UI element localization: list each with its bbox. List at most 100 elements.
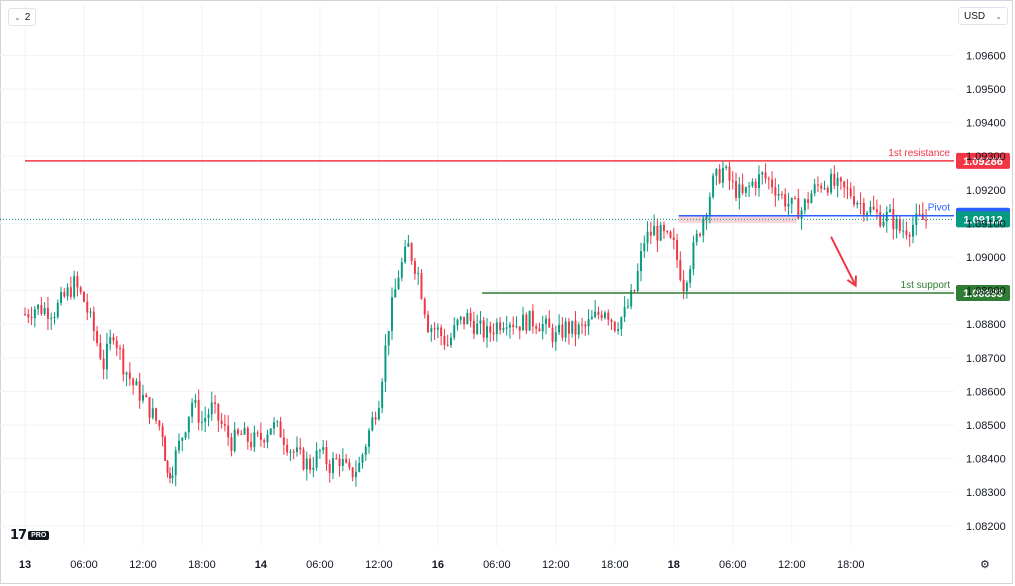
candle-body [463, 316, 466, 325]
candle-body [24, 314, 26, 316]
candle-body [169, 472, 171, 479]
candle-body [640, 251, 642, 272]
candle-body [757, 174, 760, 189]
candle-body [492, 332, 495, 335]
candle-body [322, 447, 325, 451]
candle-body [89, 311, 92, 313]
tradingview-logo[interactable]: 17 PRO [10, 527, 50, 543]
x-tick-label: 14 [255, 559, 268, 571]
candle-body [866, 212, 869, 216]
candle-body [43, 307, 46, 314]
candle-body [377, 408, 380, 420]
interval-toggle-label: 2 [24, 11, 31, 23]
x-tick-label: 12:00 [129, 559, 157, 571]
candle-body [692, 242, 695, 270]
chevron-down-icon: ⌄ [995, 11, 1002, 21]
candle-body [69, 287, 72, 297]
candle-body [911, 224, 914, 237]
gear-icon[interactable]: ⚙ [980, 559, 990, 571]
candle-body [551, 327, 554, 342]
y-tick-label: 1.09500 [966, 84, 1006, 96]
candle-body [695, 233, 698, 243]
y-tick-label: 1.09600 [966, 50, 1006, 62]
candle-body [210, 402, 213, 415]
candle-body [623, 307, 626, 318]
candle-body [335, 458, 338, 460]
tv-logo-icon: 17 [10, 527, 27, 543]
x-tick-label: 18:00 [837, 559, 865, 571]
candle-body [574, 320, 577, 335]
candle-body [115, 340, 118, 348]
candle-body [381, 381, 384, 409]
candle-body [797, 198, 800, 219]
level-label: 1st resistance [888, 148, 950, 159]
candle-body [105, 343, 108, 370]
projection-arrow-shaft [830, 236, 857, 287]
candle-body [374, 417, 377, 420]
candle-body [391, 297, 393, 331]
candle-body [387, 330, 390, 346]
candle-body [682, 279, 685, 292]
y-tick-label: 1.08200 [966, 521, 1006, 533]
projection-arrow-head [846, 275, 857, 288]
level-price-tag-text: 1.09286 [963, 156, 1003, 168]
candle-body [908, 235, 911, 237]
candle-body [194, 400, 197, 403]
candle-body [187, 416, 190, 433]
x-tick-label: 12:00 [542, 559, 570, 571]
candle-body [643, 243, 646, 252]
candle-body [617, 329, 620, 331]
candle-body [223, 423, 226, 426]
pivot-zone [678, 215, 797, 223]
candle-body [790, 197, 793, 204]
candle-body [813, 184, 816, 194]
candle-body [27, 314, 30, 318]
candle-body [33, 309, 36, 319]
candle-body [508, 324, 511, 328]
candle-body [446, 344, 449, 346]
candle-body [436, 327, 439, 330]
candle-body [472, 320, 475, 334]
x-tick-label: 06:00 [483, 559, 511, 571]
grid-layer [0, 5, 954, 546]
candle-body [158, 420, 161, 427]
candle-body [341, 459, 344, 466]
candle-body [545, 318, 547, 325]
candle-body [240, 433, 243, 435]
candle-body [132, 378, 135, 386]
candle-body [135, 381, 138, 386]
candle-body [662, 224, 665, 232]
x-tick-label: 06:00 [719, 559, 747, 571]
candle-body [217, 403, 220, 421]
candle-body [184, 432, 187, 438]
candle-body [558, 324, 561, 333]
last-price-tag-bg [956, 211, 1010, 228]
candle-body [630, 290, 633, 307]
candle-body [433, 328, 436, 330]
candle-body [243, 428, 246, 435]
candle-body [273, 422, 276, 429]
candle-body [892, 209, 895, 230]
candle-body [567, 321, 570, 334]
candle-body [603, 312, 606, 318]
candle-body [266, 434, 269, 443]
candle-body [499, 322, 502, 331]
candle-body [633, 290, 636, 292]
candle-body [807, 199, 810, 204]
interval-toggle-button[interactable]: ⌄ 2 [8, 8, 37, 26]
candle-body [282, 437, 285, 445]
candle-body [86, 301, 89, 313]
candle-body [138, 381, 141, 401]
candle-body [227, 425, 230, 438]
candle-body [830, 173, 833, 193]
candle-body [259, 432, 262, 441]
candle-body [839, 177, 842, 182]
y-tick-label: 1.09400 [966, 118, 1006, 130]
candle-body [466, 312, 469, 325]
candle-body [869, 206, 872, 213]
candle-body [826, 187, 829, 193]
currency-selector[interactable]: USD ⌄ [958, 7, 1008, 25]
candle-body [728, 166, 731, 181]
candle-body [299, 447, 302, 450]
